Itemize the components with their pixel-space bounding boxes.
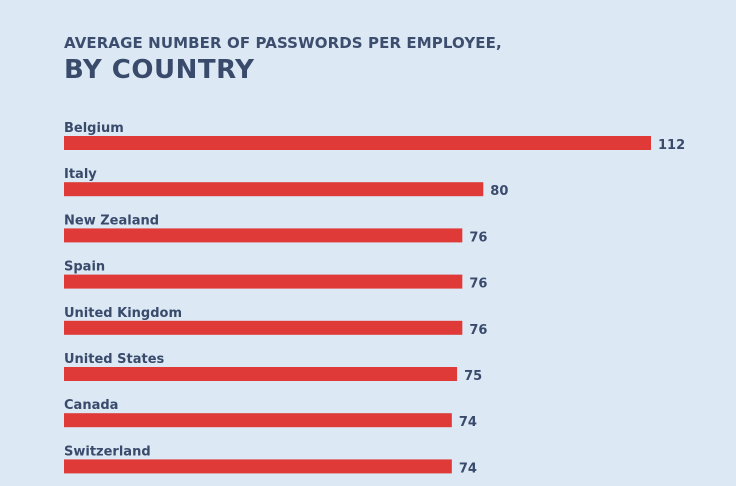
bar [64, 367, 458, 381]
value-label: 74 [459, 415, 477, 430]
value-label: 76 [469, 323, 487, 338]
chart-header: AVERAGE NUMBER OF PASSWORDS PER EMPLOYEE… [64, 34, 502, 86]
bar [64, 182, 484, 197]
chart-title: BY COUNTRY [64, 55, 255, 85]
value-label: 76 [469, 277, 487, 292]
bar [64, 459, 452, 474]
value-label: 75 [464, 369, 482, 384]
bar [64, 228, 463, 243]
category-label: Switzerland [64, 444, 151, 459]
bar [64, 274, 463, 289]
category-label: Belgium [64, 121, 124, 136]
bar [64, 413, 452, 428]
category-label: New Zealand [64, 213, 159, 228]
chart-subtitle: AVERAGE NUMBER OF PASSWORDS PER EMPLOYEE… [64, 34, 502, 52]
category-label: United Kingdom [64, 306, 182, 321]
category-label: Canada [64, 398, 118, 413]
bar [64, 136, 651, 150]
bar [64, 320, 463, 335]
value-label: 74 [459, 461, 477, 476]
value-label: 80 [490, 184, 508, 199]
value-label: 76 [469, 230, 487, 245]
category-label: Italy [64, 167, 97, 182]
category-label: United States [64, 352, 165, 367]
value-label: 112 [658, 138, 685, 153]
category-label: Spain [64, 260, 105, 275]
